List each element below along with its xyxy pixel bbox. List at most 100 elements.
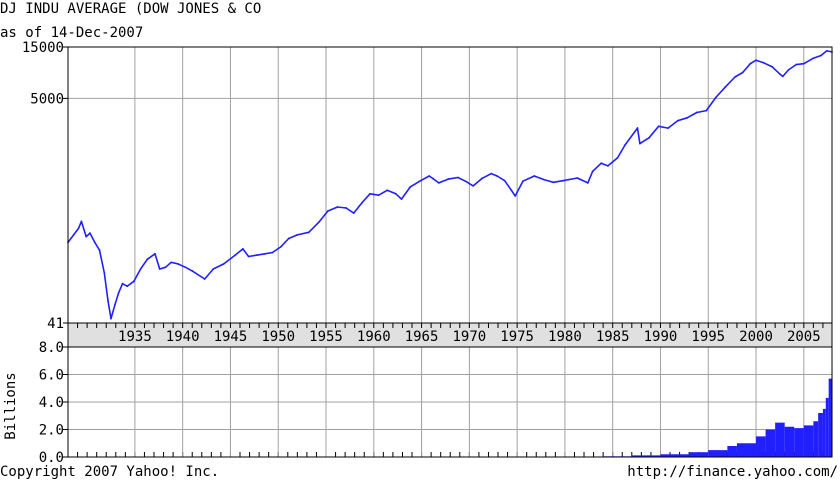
price-point: [409, 186, 412, 188]
price-point: [164, 266, 167, 269]
chart-subtitle: as of 14-Dec-2007: [0, 25, 144, 41]
price-plot-area: [68, 47, 832, 323]
price-point: [176, 263, 179, 265]
price-point: [591, 170, 594, 173]
price-point: [705, 109, 708, 112]
price-point: [749, 62, 752, 65]
price-point: [456, 176, 459, 179]
x-tick-label: 1940: [166, 329, 200, 345]
price-point: [93, 241, 96, 244]
price-point: [820, 54, 822, 57]
price-point: [369, 192, 371, 195]
price-point: [234, 254, 237, 257]
price-point: [121, 282, 124, 285]
price-point: [795, 63, 798, 66]
price-point: [464, 180, 467, 183]
price-point: [287, 237, 290, 240]
price-point: [576, 177, 579, 179]
price-point: [496, 175, 498, 177]
price-point: [552, 181, 555, 184]
price-point: [657, 125, 660, 128]
price-point: [562, 179, 564, 182]
volume-bar: [818, 413, 823, 457]
volume-bar: [765, 429, 776, 457]
x-tick-label: 1995: [691, 329, 725, 345]
x-tick-label: 1935: [118, 329, 152, 345]
price-point: [676, 119, 679, 122]
price-point: [352, 212, 355, 214]
price-point: [432, 177, 434, 180]
price-point: [139, 268, 142, 270]
price-point: [480, 177, 483, 180]
price-point: [802, 62, 805, 65]
price-point: [667, 127, 670, 129]
volume-y-tick-label: 4.0: [39, 395, 64, 411]
x-tick-label: 1970: [452, 329, 486, 345]
volume-bar: [784, 426, 795, 457]
price-point: [533, 175, 536, 177]
volume-bar: [660, 454, 690, 457]
price-point: [110, 317, 112, 320]
price-point: [296, 233, 299, 236]
price-point: [345, 207, 347, 209]
source-url: http://finance.yahoo.com/: [627, 464, 838, 480]
x-tick-label: 2000: [739, 329, 773, 345]
x-tick-label: 1985: [596, 329, 630, 345]
volume-axis-label: Billions: [3, 372, 19, 439]
price-point: [428, 175, 431, 177]
volume-bar: [708, 450, 728, 457]
volume-bar: [825, 397, 829, 457]
price-point: [126, 285, 129, 288]
price-point: [103, 271, 106, 274]
price-point: [400, 198, 403, 201]
price-point: [271, 251, 274, 254]
price-point: [241, 247, 244, 250]
price-point: [741, 71, 744, 74]
x-tick-label: 1990: [644, 329, 678, 345]
price-point: [542, 178, 545, 181]
volume-frame: [67, 346, 833, 458]
price-point: [212, 268, 215, 270]
price-point: [336, 206, 339, 208]
price-point: [755, 59, 757, 62]
price-point: [781, 75, 784, 78]
volume-bar: [727, 446, 737, 457]
price-point: [648, 136, 650, 139]
price-point: [600, 162, 603, 165]
price-point: [639, 142, 641, 145]
price-point: [771, 66, 774, 68]
price-point: [85, 235, 88, 238]
volume-bar: [631, 455, 661, 457]
volume-bar: [756, 436, 766, 457]
price-point: [113, 304, 116, 307]
price-point: [624, 143, 627, 146]
price-point: [263, 252, 266, 255]
price-point: [503, 179, 506, 182]
price-point: [170, 261, 173, 264]
price-line: [67, 50, 833, 320]
price-point: [256, 254, 259, 257]
x-tick-label: 1945: [214, 329, 248, 345]
volume-y-tick-label: 2.0: [39, 423, 64, 439]
price-point: [361, 201, 364, 204]
price-point: [133, 280, 135, 283]
copyright-text: Copyright 2007 Yahoo! Inc.: [0, 464, 220, 480]
volume-bar: [775, 422, 785, 457]
x-tick-label: 1975: [500, 329, 534, 345]
price-point: [394, 192, 397, 195]
price-point: [437, 182, 440, 184]
price-point: [762, 61, 765, 64]
volume-bar: [736, 443, 757, 457]
price-point: [280, 245, 282, 248]
price-point: [510, 189, 513, 192]
price-point: [247, 255, 250, 258]
price-point: [686, 116, 689, 119]
price-point: [327, 210, 329, 212]
y-tick-label: 41: [47, 316, 64, 332]
price-point: [89, 232, 91, 235]
volume-bar: [689, 452, 709, 457]
price-point: [812, 57, 815, 60]
x-tick-label: 1960: [357, 329, 391, 345]
price-point: [418, 180, 421, 183]
price-point: [386, 189, 389, 192]
